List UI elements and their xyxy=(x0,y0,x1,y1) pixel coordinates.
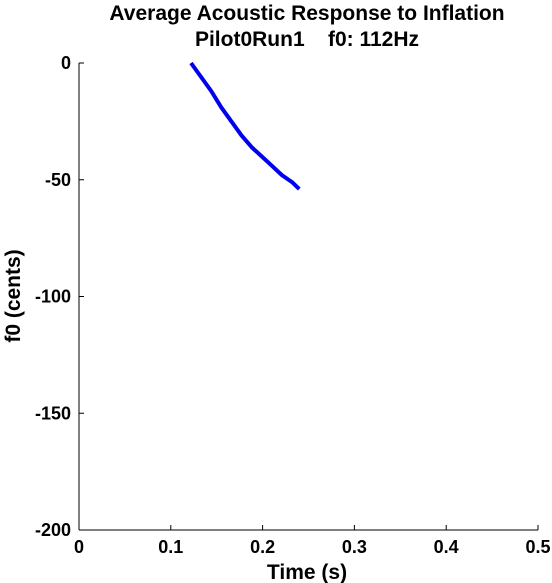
series-layer xyxy=(189,61,301,191)
chart-title-line-1: Average Acoustic Response to Inflation xyxy=(109,2,504,25)
x-tick-label: 0.2 xyxy=(250,537,275,557)
y-tick-label: -100 xyxy=(35,287,71,307)
x-axis-label: Time (s) xyxy=(267,561,347,583)
series-line xyxy=(189,61,301,191)
x-tick-label: 0.5 xyxy=(525,537,550,557)
x-tick-label: 0 xyxy=(74,537,84,557)
y-axis-ticks: 0 -50 -100 -150 -200 xyxy=(35,53,84,540)
plot-axes xyxy=(78,63,538,531)
x-tick-label: 0.4 xyxy=(434,537,459,557)
chart-title-line-2: Pilot0Run1 f0: 112Hz xyxy=(195,28,419,51)
y-axis-label: f0 (cents) xyxy=(2,249,25,342)
x-tick-label: 0.1 xyxy=(158,537,183,557)
x-tick-label: 0.3 xyxy=(342,537,367,557)
y-tick-label: -50 xyxy=(45,170,71,190)
y-tick-label: -150 xyxy=(35,403,71,423)
y-tick-label: -200 xyxy=(35,520,71,540)
y-tick-label: 0 xyxy=(61,53,71,73)
x-axis-ticks: 0 0.1 0.2 0.3 0.4 0.5 xyxy=(74,525,551,557)
